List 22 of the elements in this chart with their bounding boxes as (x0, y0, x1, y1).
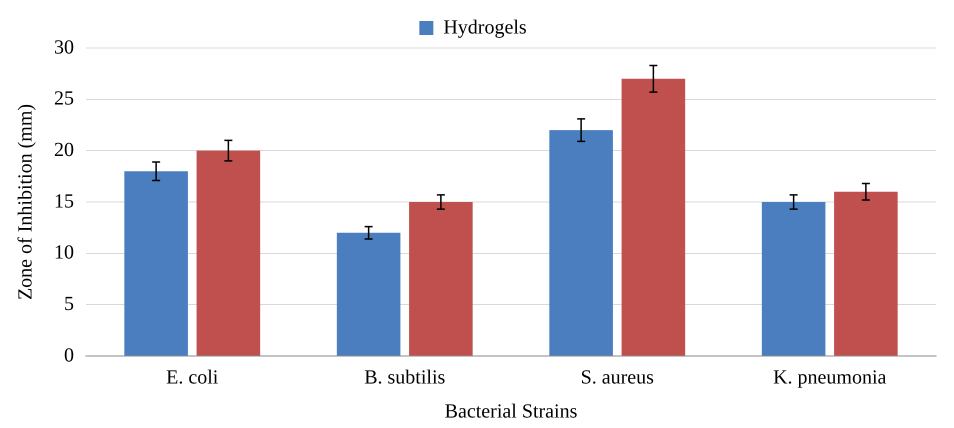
x-axis-title: Bacterial Strains (444, 400, 578, 422)
bar (549, 130, 613, 356)
y-tick-label: 15 (54, 190, 74, 212)
y-tick-label: 5 (64, 292, 74, 315)
bar (834, 192, 898, 356)
legend-label: Hydrogels (443, 16, 527, 38)
bar (196, 150, 260, 356)
bar (124, 171, 188, 356)
y-axis-title: Zone of Inhibition (mm) (14, 104, 36, 300)
bar (762, 202, 826, 356)
bar (409, 202, 473, 356)
y-tick-label: 25 (54, 88, 74, 110)
y-tick-label: 30 (54, 36, 74, 58)
x-tick-label: S. aureus (580, 366, 654, 388)
bar (622, 78, 686, 356)
x-tick-label: B. subtilis (364, 366, 446, 388)
bar (336, 232, 400, 356)
x-tick-label: E. coli (166, 366, 219, 388)
x-tick-label: K. pneumonia (773, 366, 887, 388)
y-tick-label: 10 (54, 242, 74, 264)
y-tick-label: 20 (54, 138, 74, 161)
y-tick-label: 0 (64, 344, 74, 366)
